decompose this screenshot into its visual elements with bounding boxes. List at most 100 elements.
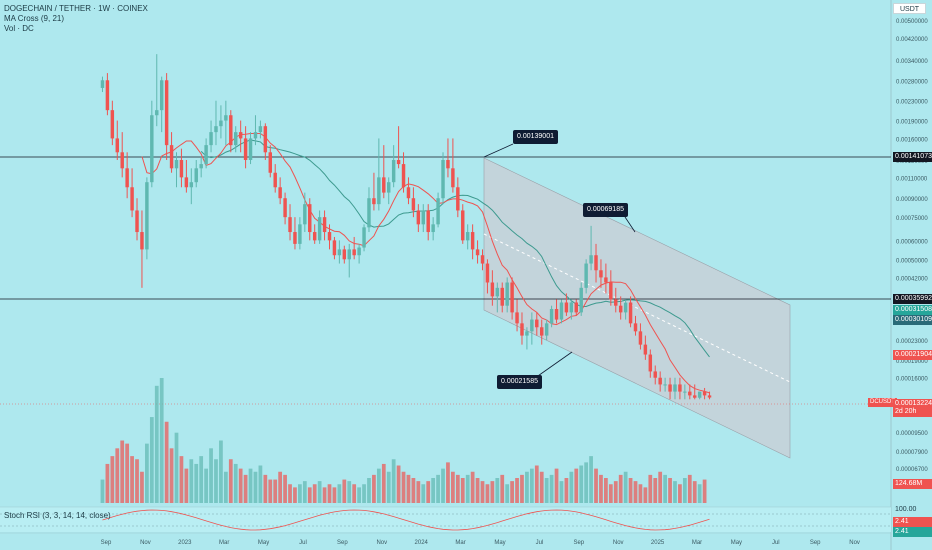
volume-bar [115, 448, 120, 503]
candle-body [253, 132, 258, 139]
volume-bar [169, 448, 174, 503]
candle-body [293, 232, 297, 244]
candle-body [308, 204, 312, 233]
stoch-rsi-title[interactable]: Stoch RSI (3, 3, 14, 14, close) [4, 511, 111, 520]
volume-bar [618, 474, 623, 503]
price-tick-label: 0.00006700 [896, 467, 928, 473]
candle-body [678, 384, 682, 392]
time-axis-label: Mar [455, 540, 465, 546]
price-tick-label: 0.00019000 [896, 359, 928, 365]
volume-bar [608, 484, 613, 503]
volume-bar [673, 481, 677, 503]
candle-body [135, 210, 139, 233]
volume-bar [613, 481, 618, 503]
candle-body [490, 282, 495, 297]
price-tick-label: 0.00090000 [896, 197, 928, 203]
candle-body [569, 302, 574, 313]
candle-body [579, 287, 583, 313]
candle-body [431, 224, 435, 233]
callout-high: 0.00139001 [513, 130, 558, 144]
candle-body [475, 249, 480, 256]
volume-bar [426, 481, 431, 503]
ma-cross-legend[interactable]: MA Cross (9, 21) [4, 14, 65, 23]
candle-body [436, 198, 440, 225]
volume-bar [347, 481, 352, 503]
callout-mid-pointer [624, 216, 636, 233]
price-badge: 0.00035992 [893, 294, 932, 304]
volume-bar [604, 478, 608, 503]
candle-body [673, 384, 677, 392]
volume-bar [189, 459, 194, 503]
candle-body [668, 384, 672, 392]
candle-body [238, 132, 243, 139]
volume-bar [687, 474, 692, 503]
candle-body [273, 172, 277, 188]
time-axis-label: Sep [810, 540, 821, 546]
volume-bar [623, 471, 628, 503]
volume-bar [431, 478, 436, 503]
volume-bar [529, 468, 534, 503]
price-tick-label: 0.00190000 [896, 120, 928, 126]
volume-bar [436, 474, 440, 503]
volume-bar [100, 479, 105, 503]
volume-bar [564, 478, 569, 503]
candle-body [594, 255, 598, 271]
candle-body [406, 187, 411, 199]
candle-body [159, 80, 164, 111]
candle-body [372, 198, 376, 205]
price-tick-label: 0.00130000 [896, 159, 928, 165]
volume-bar [110, 456, 115, 503]
candle-body [623, 302, 628, 313]
volume-bar [401, 471, 406, 503]
candle-body [229, 115, 233, 146]
volume-bar [416, 481, 421, 503]
volume-bar [278, 471, 283, 503]
volume-bar [658, 471, 663, 503]
volume-bar [697, 484, 702, 503]
time-axis-label: Jul [772, 540, 780, 546]
volume-bar [199, 456, 204, 503]
candle-body [421, 210, 426, 225]
candle-body [164, 80, 169, 146]
volume-bar [263, 474, 268, 503]
candle-body [303, 204, 307, 225]
candle-body [658, 377, 662, 385]
candle-body [544, 323, 549, 336]
price-tick-label: 0.00500000 [896, 19, 928, 25]
volume-bar [268, 479, 273, 503]
volume-bar [159, 378, 164, 503]
candle-body [174, 160, 179, 169]
currency-badge[interactable]: USDT [893, 3, 926, 14]
volume-bar [406, 474, 411, 503]
time-axis-label: Sep [573, 540, 584, 546]
time-axis-label: 2025 [651, 540, 665, 546]
volume-bar [480, 481, 485, 503]
volume-legend[interactable]: Vol · DC [4, 24, 34, 33]
candle-body [530, 319, 534, 332]
candle-body [539, 327, 544, 336]
price-tick-label: 0.00110000 [896, 176, 928, 182]
volume-bar [273, 479, 278, 503]
candle-body [653, 371, 657, 378]
time-axis-label: 2024 [415, 540, 429, 546]
volume-bar [149, 417, 154, 503]
volume-bar [574, 468, 579, 503]
volume-bar [485, 484, 490, 503]
volume-bar [298, 484, 302, 503]
candle-body [115, 138, 120, 153]
volume-bar [638, 484, 643, 503]
volume-bar [386, 471, 391, 503]
candle-body [446, 160, 450, 169]
volume-bar [579, 465, 584, 503]
volume-bar [539, 471, 544, 503]
price-badge: 124.68M [893, 479, 932, 489]
candle-body [461, 210, 465, 241]
candle-body [184, 177, 189, 188]
volume-bar [219, 440, 223, 503]
volume-bar [559, 481, 564, 503]
callout-low: 0.00021585 [497, 375, 542, 389]
candle-body [510, 282, 514, 313]
candle-body [609, 282, 613, 300]
